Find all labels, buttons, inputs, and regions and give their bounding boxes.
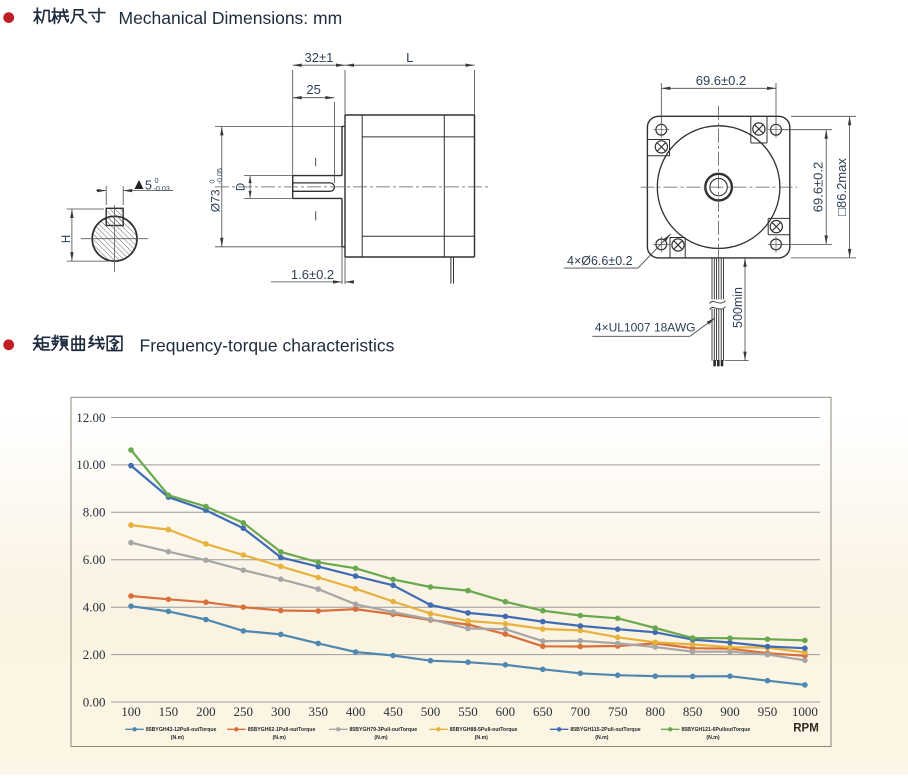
svg-text:H: H bbox=[61, 235, 73, 243]
svg-text:(N.m): (N.m) bbox=[595, 735, 609, 741]
svg-text:25: 25 bbox=[306, 82, 320, 97]
svg-text:69.6±0.2: 69.6±0.2 bbox=[696, 73, 747, 88]
svg-text:0.00: 0.00 bbox=[83, 694, 106, 709]
svg-text:L: L bbox=[406, 50, 413, 65]
svg-text:69.6±0.2: 69.6±0.2 bbox=[811, 162, 826, 213]
svg-text:100: 100 bbox=[121, 704, 141, 719]
svg-text:550: 550 bbox=[458, 704, 478, 719]
svg-text:10.00: 10.00 bbox=[76, 457, 105, 472]
svg-text:Frequency-torque characteristi: Frequency-torque characteristics bbox=[140, 336, 395, 356]
svg-text:350: 350 bbox=[308, 704, 328, 719]
svg-text:-0.05: -0.05 bbox=[215, 168, 224, 184]
svg-text:(N.m): (N.m) bbox=[171, 735, 185, 741]
svg-text:Ø73: Ø73 bbox=[209, 189, 223, 212]
svg-text:85BYGH115-2Pull-outTorque: 85BYGH115-2Pull-outTorque bbox=[570, 727, 640, 733]
svg-text:8.00: 8.00 bbox=[83, 505, 106, 520]
svg-text:2.00: 2.00 bbox=[83, 647, 106, 662]
svg-text:900: 900 bbox=[720, 704, 740, 719]
svg-text:4.00: 4.00 bbox=[83, 600, 106, 615]
svg-text:85BYGH121-6PulloutTorque: 85BYGH121-6PulloutTorque bbox=[682, 727, 751, 733]
svg-text:850: 850 bbox=[683, 704, 703, 719]
svg-text:RPM: RPM bbox=[793, 723, 819, 735]
svg-text:(N.m): (N.m) bbox=[374, 735, 388, 741]
svg-text:650: 650 bbox=[533, 704, 553, 719]
svg-text:500: 500 bbox=[421, 704, 441, 719]
svg-text:(N.m): (N.m) bbox=[273, 735, 287, 741]
svg-text:0: 0 bbox=[155, 176, 159, 185]
svg-text:450: 450 bbox=[383, 704, 403, 719]
svg-text:12.00: 12.00 bbox=[76, 410, 105, 425]
svg-text:5: 5 bbox=[145, 178, 152, 192]
svg-text:0: 0 bbox=[207, 180, 216, 184]
svg-text:800: 800 bbox=[645, 704, 665, 719]
svg-text:750: 750 bbox=[608, 704, 628, 719]
svg-text:300: 300 bbox=[271, 704, 291, 719]
svg-text:700: 700 bbox=[571, 704, 591, 719]
svg-text:1.6±0.2: 1.6±0.2 bbox=[291, 267, 334, 282]
svg-text:6.00: 6.00 bbox=[83, 552, 106, 567]
svg-text:150: 150 bbox=[159, 704, 179, 719]
svg-text:(N.m): (N.m) bbox=[706, 735, 720, 741]
svg-text:950: 950 bbox=[758, 704, 778, 719]
svg-text:1000: 1000 bbox=[792, 704, 818, 719]
svg-text:□86.2max: □86.2max bbox=[834, 158, 849, 216]
svg-text:200: 200 bbox=[196, 704, 216, 719]
svg-text:600: 600 bbox=[496, 704, 516, 719]
svg-text:85BYGH62-1Pull-outTorque: 85BYGH62-1Pull-outTorque bbox=[248, 727, 316, 733]
svg-text:85BYGH43-12Pull-outTorque: 85BYGH43-12Pull-outTorque bbox=[146, 727, 217, 733]
svg-text:500min: 500min bbox=[731, 287, 745, 328]
svg-text:85BYGH79-3Pull-outTorque: 85BYGH79-3Pull-outTorque bbox=[350, 727, 418, 733]
svg-text:32±1: 32±1 bbox=[304, 50, 333, 65]
svg-text:85BYGH88-5Pull-outTorque: 85BYGH88-5Pull-outTorque bbox=[450, 727, 518, 733]
svg-text:D: D bbox=[236, 183, 248, 191]
svg-text:400: 400 bbox=[346, 704, 366, 719]
svg-text:250: 250 bbox=[234, 704, 254, 719]
svg-text:4×Ø6.6±0.2: 4×Ø6.6±0.2 bbox=[567, 254, 633, 268]
svg-text:4×UL1007 18AWG: 4×UL1007 18AWG bbox=[595, 321, 696, 335]
svg-text:Mechanical Dimensions: mm: Mechanical Dimensions: mm bbox=[119, 8, 343, 28]
svg-text:(N.m): (N.m) bbox=[475, 735, 489, 741]
svg-text:-0.03: -0.03 bbox=[154, 184, 170, 193]
